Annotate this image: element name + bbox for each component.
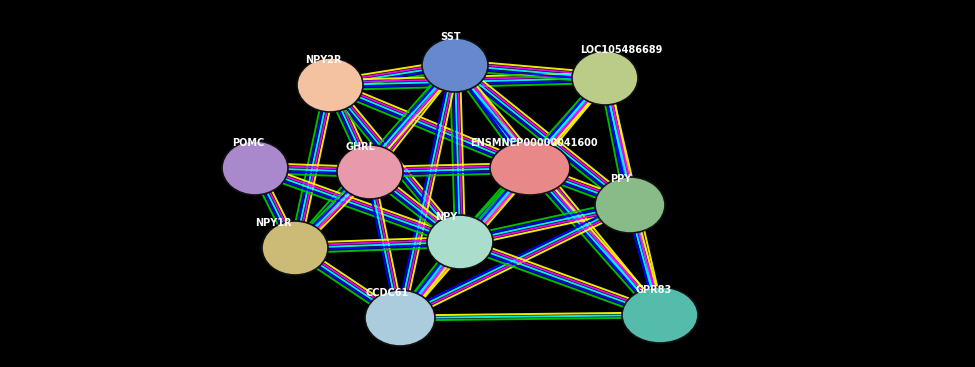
Text: GHRL: GHRL bbox=[345, 142, 374, 152]
Text: NPY2R: NPY2R bbox=[305, 55, 341, 65]
Ellipse shape bbox=[422, 38, 488, 92]
Ellipse shape bbox=[337, 145, 403, 199]
Text: SST: SST bbox=[440, 32, 460, 42]
Ellipse shape bbox=[297, 58, 363, 112]
Ellipse shape bbox=[595, 177, 665, 233]
Text: ENSMNEP00000041600: ENSMNEP00000041600 bbox=[470, 138, 598, 148]
Text: GPR83: GPR83 bbox=[635, 285, 671, 295]
Ellipse shape bbox=[365, 290, 435, 346]
Text: PPY: PPY bbox=[610, 174, 631, 184]
Ellipse shape bbox=[622, 287, 698, 343]
Text: NPY1R: NPY1R bbox=[255, 218, 292, 228]
Ellipse shape bbox=[222, 141, 288, 195]
Text: LOC105486689: LOC105486689 bbox=[580, 45, 662, 55]
Ellipse shape bbox=[427, 215, 493, 269]
Text: POMC: POMC bbox=[232, 138, 264, 148]
Text: NPY: NPY bbox=[435, 212, 457, 222]
Text: CCDC61: CCDC61 bbox=[365, 288, 409, 298]
Ellipse shape bbox=[262, 221, 328, 275]
Ellipse shape bbox=[572, 51, 638, 105]
Ellipse shape bbox=[490, 141, 570, 195]
